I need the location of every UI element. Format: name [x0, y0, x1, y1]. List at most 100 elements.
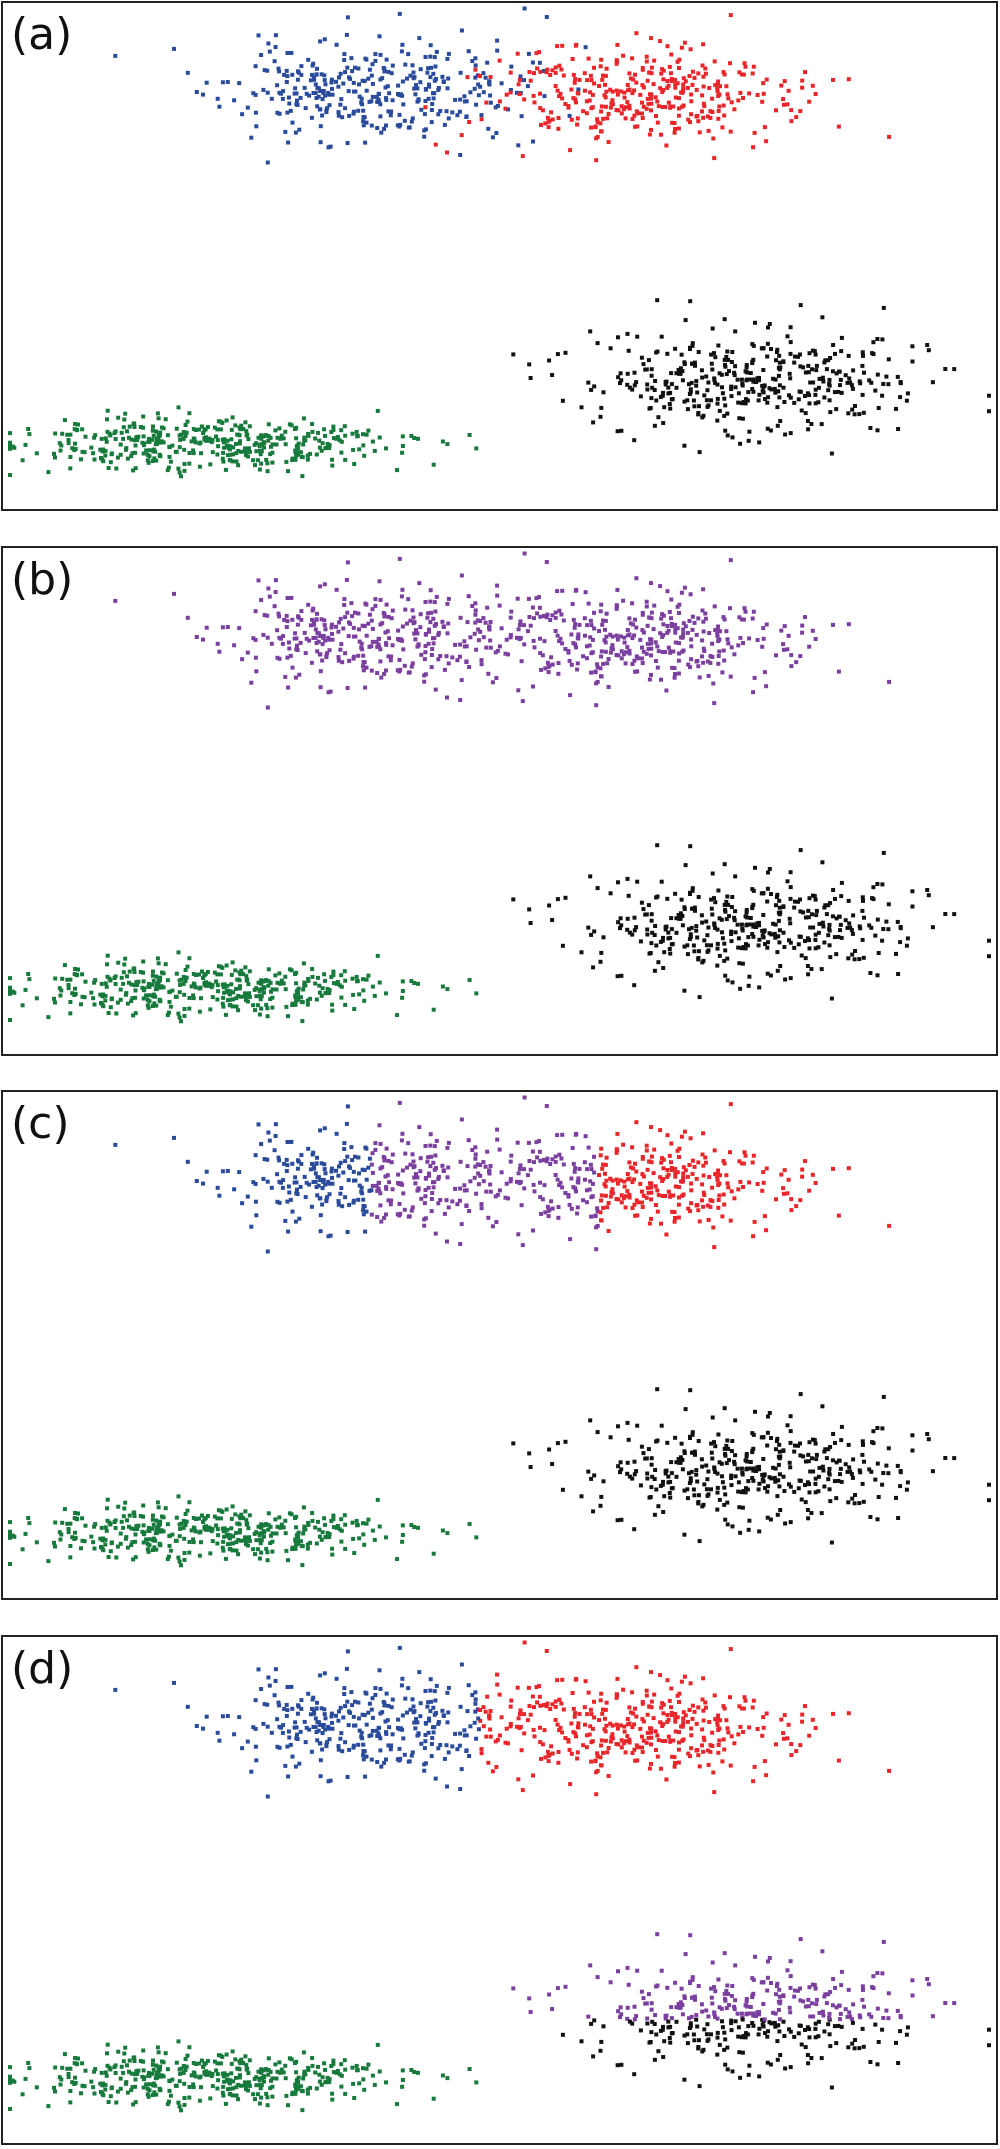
- scatter-point: [850, 386, 855, 391]
- scatter-point: [364, 1521, 369, 1526]
- scatter-point: [177, 470, 182, 475]
- scatter-point: [726, 641, 731, 646]
- scatter-point: [716, 109, 721, 113]
- scatter-point: [592, 81, 597, 86]
- scatter-point: [587, 643, 592, 648]
- scatter-point: [581, 654, 586, 659]
- scatter-point: [400, 450, 405, 455]
- scatter-point: [229, 437, 234, 442]
- scatter-point: [686, 662, 691, 667]
- scatter-point: [723, 403, 728, 408]
- scatter-point: [682, 907, 687, 911]
- scatter-point: [652, 423, 657, 428]
- scatter-point: [645, 1471, 650, 1476]
- scatter-point: [295, 1732, 299, 1737]
- scatter-point: [261, 1721, 266, 1726]
- cluster-4: [8, 1494, 479, 1568]
- scatter-point: [722, 941, 727, 946]
- scatter-point: [356, 611, 361, 616]
- scatter-point: [736, 936, 741, 941]
- scatter-point: [118, 987, 123, 992]
- scatter-point: [943, 1456, 948, 1460]
- scatter-point: [389, 1198, 394, 1203]
- scatter-point: [281, 634, 286, 639]
- scatter-point: [675, 626, 680, 631]
- scatter-point: [251, 1547, 256, 1552]
- scatter-point: [667, 64, 672, 69]
- scatter-point: [364, 633, 369, 638]
- scatter-point: [673, 346, 678, 351]
- scatter-point: [108, 433, 113, 438]
- scatter-point: [400, 1523, 405, 1528]
- scatter-point: [532, 616, 536, 621]
- scatter-point: [445, 150, 449, 155]
- scatter-point: [237, 1514, 242, 1519]
- scatter-point: [265, 613, 270, 618]
- scatter-point: [158, 430, 163, 435]
- scatter-point: [704, 374, 709, 379]
- scatter-point: [641, 1451, 646, 1456]
- scatter-point: [516, 1171, 521, 1176]
- scatter-point: [764, 684, 769, 689]
- scatter-point: [258, 448, 262, 453]
- scatter-point: [432, 55, 437, 60]
- scatter-point: [724, 917, 729, 922]
- scatter-point: [608, 1435, 613, 1440]
- scatter-point: [834, 952, 839, 957]
- scatter-point: [422, 1746, 427, 1751]
- scatter-point: [105, 953, 110, 958]
- scatter-point: [243, 997, 248, 1002]
- scatter-point: [305, 453, 310, 458]
- scatter-point: [251, 458, 256, 463]
- scatter-point: [495, 48, 500, 53]
- scatter-point: [627, 1160, 632, 1165]
- scatter-point: [426, 1185, 431, 1190]
- scatter-point: [767, 1475, 772, 1480]
- scatter-point: [318, 685, 323, 690]
- scatter-point: [419, 652, 424, 657]
- scatter-point: [775, 389, 780, 394]
- scatter-point: [130, 1540, 135, 1545]
- scatter-point: [326, 145, 331, 150]
- scatter-point: [666, 391, 671, 396]
- scatter-point: [627, 616, 632, 621]
- scatter-point: [705, 659, 710, 664]
- scatter-point: [660, 650, 665, 654]
- scatter-point: [649, 941, 654, 946]
- scatter-point: [787, 371, 792, 376]
- scatter-point: [593, 124, 598, 129]
- scatter-point: [324, 655, 329, 660]
- scatter-point: [673, 1216, 677, 1220]
- scatter-point: [214, 434, 219, 439]
- scatter-point: [396, 83, 401, 88]
- scatter-point: [630, 91, 635, 96]
- scatter-point: [645, 1167, 650, 1172]
- scatter-point: [836, 124, 841, 129]
- scatter-point: [670, 1168, 674, 1172]
- scatter-point: [324, 1199, 329, 1204]
- scatter-point: [943, 367, 948, 371]
- scatter-point: [342, 52, 347, 57]
- scatter-point: [446, 1205, 451, 1210]
- scatter-point: [987, 954, 991, 959]
- scatter-point: [187, 451, 192, 455]
- scatter-point: [411, 615, 416, 620]
- scatter-point: [730, 350, 735, 354]
- scatter-point: [442, 122, 447, 127]
- scatter-point: [775, 934, 780, 939]
- scatter-point: [274, 987, 279, 992]
- scatter-point: [559, 1156, 564, 1161]
- scatter-point: [299, 1153, 304, 1158]
- scatter-point: [416, 981, 420, 986]
- scatter-point: [722, 902, 727, 907]
- scatter-point: [681, 1175, 686, 1180]
- scatter-point: [108, 978, 113, 983]
- scatter-point: [782, 400, 787, 404]
- scatter-point: [272, 604, 277, 609]
- scatter-point: [118, 1541, 123, 1546]
- scatter-point: [511, 1441, 516, 1446]
- scatter-point: [329, 975, 334, 979]
- scatter-point: [360, 647, 365, 652]
- scatter-point: [270, 1539, 275, 1544]
- scatter-point: [133, 1011, 138, 1016]
